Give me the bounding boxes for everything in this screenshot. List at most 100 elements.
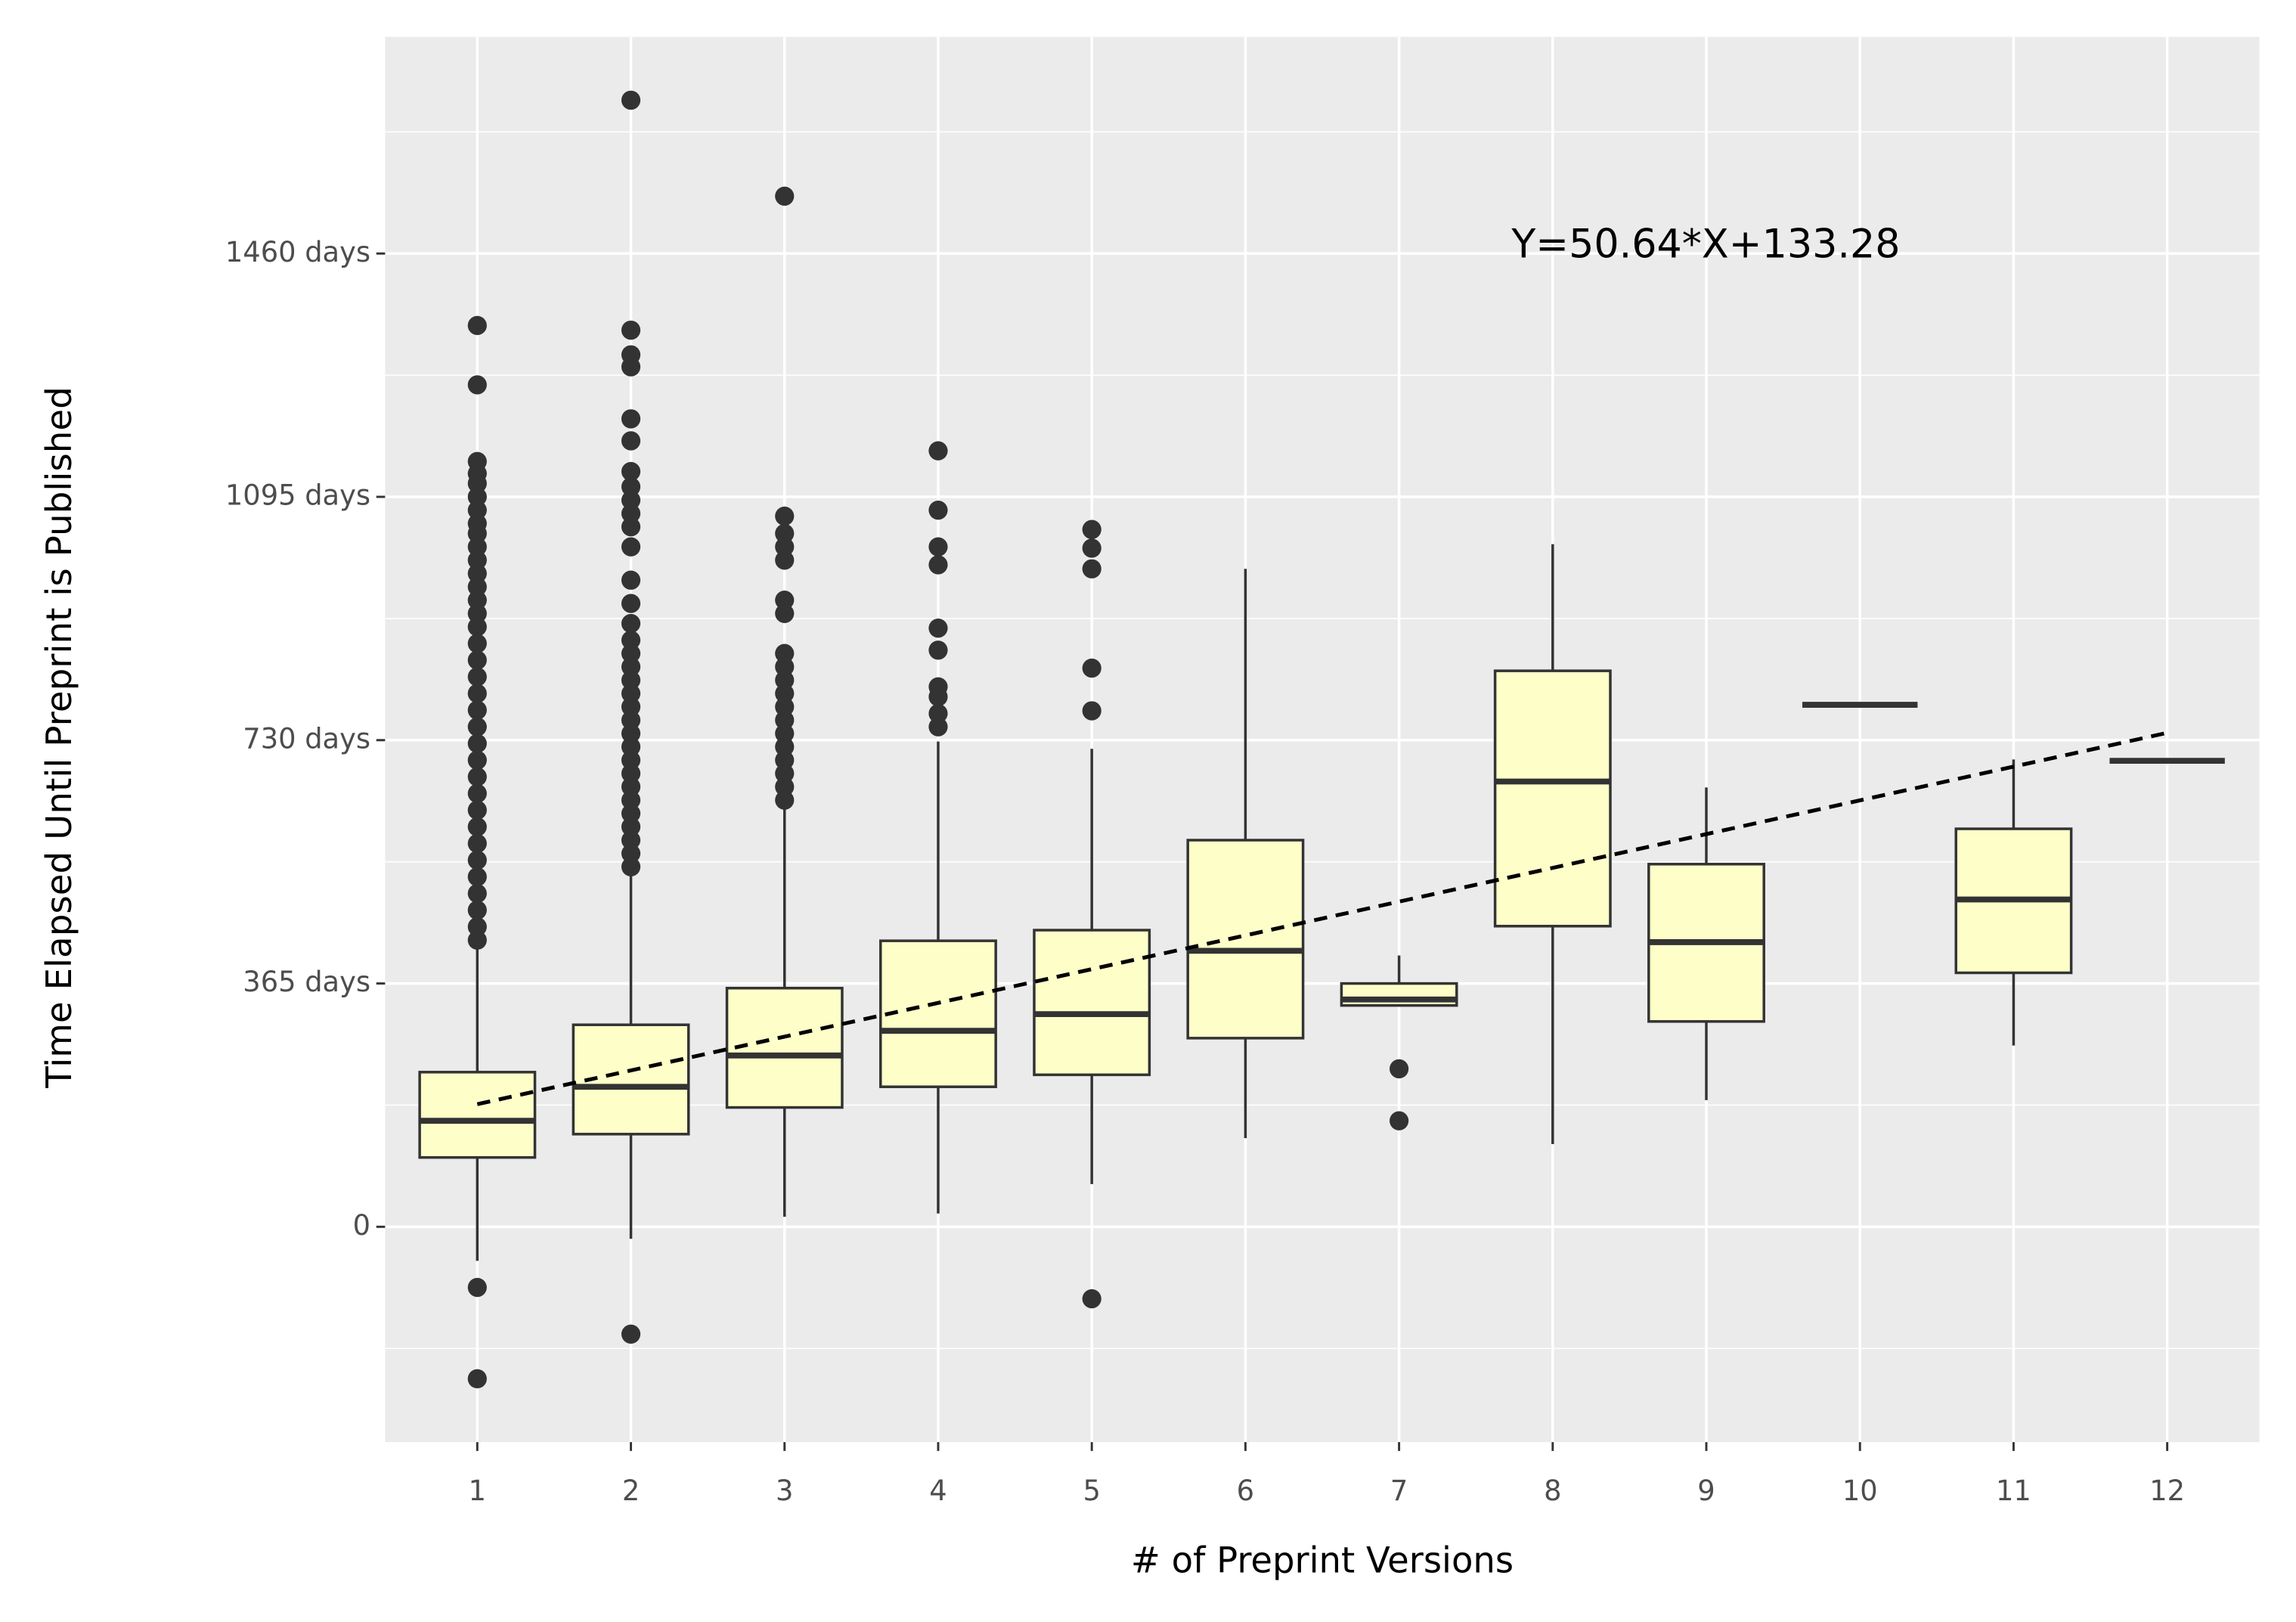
y-tick-label: 365 days <box>243 966 370 998</box>
outlier <box>928 687 948 707</box>
box <box>1186 839 1305 1040</box>
box <box>1033 929 1151 1077</box>
x-tick-label: 7 <box>1390 1475 1408 1507</box>
outlier <box>467 667 487 687</box>
outlier <box>621 461 641 482</box>
outlier <box>467 867 487 887</box>
box <box>879 939 997 1088</box>
outlier <box>1082 559 1102 578</box>
outlier <box>775 186 795 206</box>
outlier <box>621 320 641 340</box>
outlier <box>467 684 487 703</box>
outlier <box>621 657 641 677</box>
outlier <box>467 550 487 570</box>
outlier <box>775 737 795 757</box>
outlier <box>1390 1111 1409 1130</box>
y-tick-label: 730 days <box>243 722 370 755</box>
outlier <box>621 517 641 537</box>
outlier <box>928 703 948 724</box>
outlier <box>467 930 487 950</box>
outlier <box>928 640 948 660</box>
outlier <box>621 750 641 770</box>
outlier <box>775 724 795 743</box>
outlier <box>467 537 487 557</box>
outlier <box>621 670 641 690</box>
outlier <box>621 830 641 850</box>
outlier <box>621 804 641 823</box>
x-tick-label: 1 <box>469 1475 486 1507</box>
outlier <box>775 644 795 663</box>
outlier <box>467 833 487 854</box>
outlier <box>1082 538 1102 558</box>
trend-annotation: Y=50.64*X+133.28 <box>1511 221 1900 267</box>
outlier <box>928 500 948 520</box>
outlier <box>467 591 487 610</box>
outlier <box>621 710 641 730</box>
outlier <box>467 750 487 770</box>
outlier <box>621 613 641 634</box>
outlier <box>621 684 641 703</box>
x-axis-title: # of Preprint Versions <box>1131 1540 1514 1580</box>
outlier <box>775 790 795 810</box>
outlier <box>621 537 641 557</box>
outlier <box>621 790 641 810</box>
outlier <box>775 670 795 690</box>
y-tick-label: 0 <box>353 1209 370 1242</box>
outlier <box>467 617 487 637</box>
outlier <box>621 431 641 451</box>
outlier <box>1082 1289 1102 1309</box>
outlier <box>621 490 641 510</box>
outlier <box>467 717 487 737</box>
outlier <box>928 555 948 575</box>
x-tick-label: 2 <box>622 1475 640 1507</box>
outlier <box>775 550 795 570</box>
outlier <box>621 817 641 837</box>
outlier <box>1390 1059 1409 1079</box>
outlier <box>467 563 487 584</box>
outlier <box>621 843 641 864</box>
box <box>725 986 844 1109</box>
outlier <box>621 737 641 757</box>
outlier <box>775 750 795 770</box>
x-tick-label: 9 <box>1697 1475 1715 1507</box>
outlier <box>621 764 641 783</box>
outlier <box>775 697 795 717</box>
x-tick-label: 4 <box>929 1475 947 1507</box>
outlier <box>621 504 641 523</box>
outlier <box>928 537 948 557</box>
x-tick-label: 12 <box>2149 1475 2185 1507</box>
outlier <box>775 591 795 610</box>
outlier <box>467 500 487 520</box>
y-tick-label: 1095 days <box>225 479 370 511</box>
outlier <box>621 697 641 717</box>
outlier <box>621 357 641 377</box>
box <box>418 1071 537 1159</box>
outlier <box>467 650 487 670</box>
outlier <box>621 594 641 613</box>
outlier <box>775 657 795 677</box>
outlier <box>775 684 795 703</box>
outlier <box>775 777 795 797</box>
x-tick-label: 11 <box>1996 1475 2031 1507</box>
x-tick-label: 10 <box>1842 1475 1878 1507</box>
outlier <box>775 506 795 526</box>
x-tick-label: 8 <box>1544 1475 1561 1507</box>
outlier <box>467 916 487 937</box>
outlier <box>467 700 487 720</box>
outlier <box>621 570 641 590</box>
outlier <box>1082 701 1102 721</box>
outlier <box>467 375 487 395</box>
x-tick-label: 5 <box>1083 1475 1100 1507</box>
outlier <box>467 577 487 597</box>
outlier <box>467 883 487 904</box>
outlier <box>1082 658 1102 678</box>
outlier <box>621 857 641 876</box>
x-tick-label: 3 <box>776 1475 793 1507</box>
y-tick-label: 1460 days <box>225 236 370 268</box>
outlier <box>775 603 795 623</box>
outlier <box>928 441 948 461</box>
outlier <box>621 477 641 497</box>
outlier <box>775 523 795 544</box>
outlier <box>467 800 487 820</box>
